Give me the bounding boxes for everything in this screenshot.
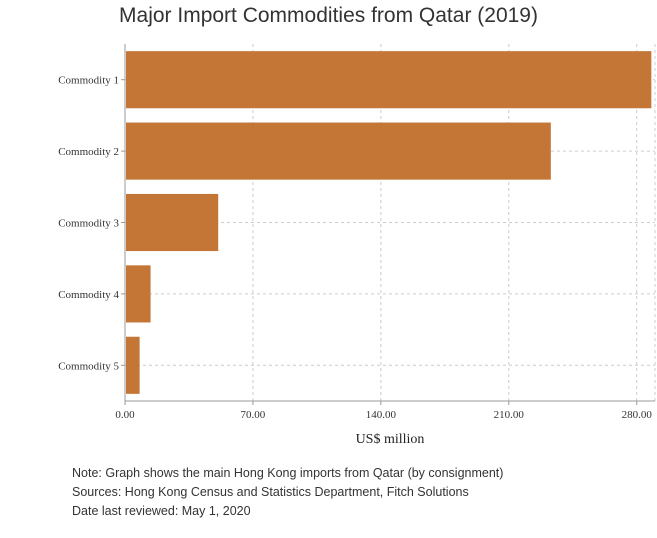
bar[interactable] [126, 265, 151, 323]
y-tick-label: Commodity 2 [58, 146, 119, 158]
y-tick-label: Commodity 4 [58, 289, 119, 301]
y-tick-label: Commodity 5 [58, 360, 119, 372]
bars [126, 51, 652, 394]
chart-notes: Note: Graph shows the main Hong Kong imp… [72, 464, 503, 521]
reviewed-date-text: Date last reviewed: May 1, 2020 [72, 504, 251, 518]
bar[interactable] [126, 193, 219, 252]
y-tick-label: Commodity 3 [58, 218, 119, 230]
x-tick-label: 70.00 [241, 409, 266, 421]
chart-title: Major Import Commodities from Qatar (201… [119, 4, 538, 27]
x-tick-labels: 0.00 70.00 140.00 210.00 280.00 [115, 401, 652, 421]
y-tick-label: Commodity 1 [58, 75, 119, 87]
note-text: Note: Graph shows the main Hong Kong imp… [72, 466, 504, 480]
bar[interactable] [126, 51, 652, 109]
x-tick-label: 0.00 [115, 409, 135, 421]
x-tick-label: 140.00 [366, 409, 397, 421]
bar-chart: Commodity 1 Commodity 2 Commodity 3 Commodi… [58, 44, 656, 447]
y-tick-labels: Commodity 1 Commodity 2 Commodity 3 Commodi… [58, 75, 125, 372]
x-tick-label: 280.00 [622, 409, 653, 421]
bar[interactable] [126, 122, 551, 180]
x-tick-label: 210.00 [494, 409, 525, 421]
sources-text: Sources: Hong Kong Census and Statistics… [72, 485, 469, 499]
bar[interactable] [126, 336, 140, 394]
x-axis-title: US$ million [356, 432, 425, 447]
